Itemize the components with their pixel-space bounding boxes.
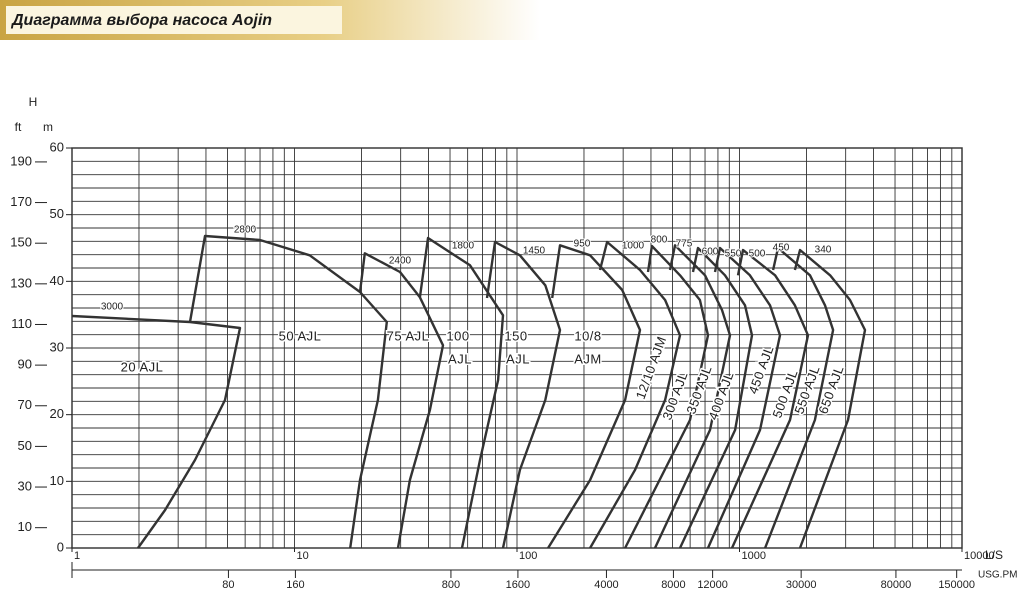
y2-tick-label: 10	[18, 519, 32, 534]
y-axis-label: H	[29, 95, 38, 109]
speed-label: 950	[574, 239, 591, 250]
pump-curve	[547, 244, 642, 549]
y-tick-label: 0	[57, 539, 64, 554]
pump-label: 150	[504, 328, 527, 343]
x2-tick-label: 8000	[661, 579, 685, 591]
pump-label: AJL	[506, 351, 530, 366]
y2-tick-label: 190	[10, 153, 32, 168]
speed-label: 775	[676, 239, 693, 250]
header-box	[6, 6, 342, 34]
pump-curve	[706, 246, 782, 549]
speed-label: 500	[749, 249, 766, 260]
pump-curve	[589, 240, 682, 549]
pump-label: 300 AJL	[659, 369, 690, 422]
y-tick-label: 40	[50, 273, 64, 288]
pump-curve	[358, 252, 445, 549]
pump-curve	[71, 314, 242, 549]
x2-tick-label: 80000	[881, 579, 912, 591]
pump-curve	[485, 240, 562, 549]
pump-curve	[188, 234, 388, 549]
pump-curve	[763, 246, 835, 549]
pump-curve	[793, 248, 867, 549]
pump-label: 20 AJL	[121, 359, 164, 374]
y2-tick-label: 130	[10, 275, 32, 290]
x2-tick-label: 150000	[938, 579, 975, 591]
x2-tick-label: 800	[442, 579, 460, 591]
y-unit: m	[43, 120, 53, 134]
y2-tick-label: 90	[18, 357, 32, 372]
x-unit: L/S	[985, 548, 1003, 562]
pump-curve	[653, 244, 732, 549]
pump-label: 10/8	[574, 328, 601, 343]
y2-tick-label: 170	[10, 194, 32, 209]
x2-tick-label: 12000	[697, 579, 728, 591]
speed-label: 1450	[523, 246, 546, 257]
x2-unit: USG.PM	[978, 570, 1017, 581]
pump-curve	[418, 236, 505, 549]
x-tick-label: 1	[74, 550, 80, 562]
y-tick-label: 60	[50, 139, 64, 154]
y2-tick-label: 70	[18, 397, 32, 412]
speed-label: 800	[651, 235, 668, 246]
x2-tick-label: 30000	[786, 579, 817, 591]
speed-label: 550	[725, 249, 742, 260]
y-tick-label: 10	[50, 473, 64, 488]
speed-label: 340	[815, 245, 832, 256]
x2-tick-label: 4000	[594, 579, 618, 591]
x-tick-label: 1000	[742, 550, 766, 562]
y2-unit: ft	[15, 120, 22, 134]
pump-label: 100	[446, 328, 469, 343]
x2-tick-label: 1600	[506, 579, 530, 591]
x-tick-label: 10000	[964, 550, 995, 562]
x2-tick-label: 160	[286, 579, 304, 591]
y2-tick-label: 50	[18, 438, 32, 453]
x-tick-label: 100	[519, 550, 537, 562]
speed-label: 1000	[622, 241, 645, 252]
y-tick-label: 20	[50, 406, 64, 421]
pump-label: 75 AJL	[387, 328, 430, 343]
pump-label: AJM	[574, 351, 602, 366]
speed-label: 600	[702, 247, 719, 258]
pump-curve	[624, 244, 710, 549]
pump-curve	[678, 246, 754, 549]
pump-curve	[730, 248, 810, 549]
y2-tick-label: 30	[18, 478, 32, 493]
x2-tick-label: 80	[222, 579, 234, 591]
speed-label: 1800	[452, 241, 475, 252]
y2-tick-label: 150	[10, 235, 32, 250]
y2-tick-label: 110	[11, 316, 32, 331]
speed-label: 2800	[234, 225, 257, 236]
speed-label: 2400	[389, 256, 412, 267]
y-tick-label: 30	[50, 339, 64, 354]
x-tick-label: 10	[297, 550, 309, 562]
pump-label: 50 AJL	[279, 328, 322, 343]
chart-title: Диаграмма выбора насоса Aojin	[10, 12, 272, 29]
y-tick-label: 50	[50, 206, 64, 221]
speed-label: 3000	[101, 302, 124, 313]
pump-label: AJL	[448, 351, 472, 366]
speed-label: 450	[773, 243, 790, 254]
